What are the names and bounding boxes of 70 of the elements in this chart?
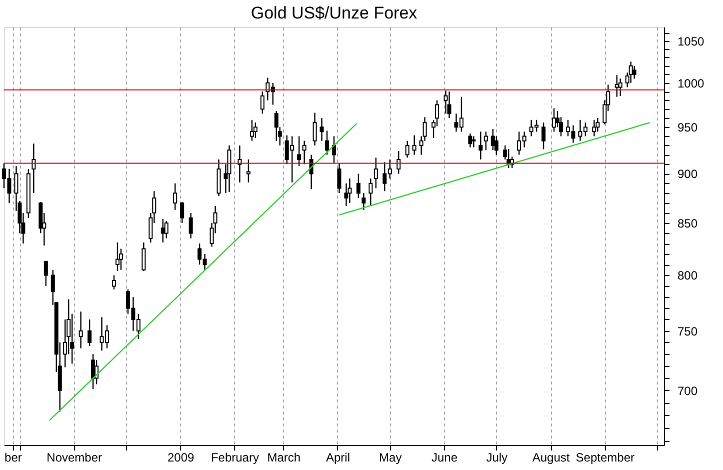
candlestick (478, 131, 483, 160)
candlestick (88, 318, 92, 347)
candlestick (435, 100, 440, 127)
candlestick (484, 131, 488, 151)
x-tick-label: March (267, 450, 301, 464)
candlestick (164, 220, 168, 239)
candlestick (32, 143, 36, 194)
candlestick (94, 360, 99, 385)
candlestick (332, 136, 336, 164)
candlestick (112, 274, 116, 290)
x-tick-label: April (326, 450, 350, 464)
y-tick-label: 750 (678, 324, 698, 338)
candlestick (260, 90, 264, 114)
candlestick (348, 178, 352, 204)
candlestick (246, 158, 250, 183)
candlestick (618, 78, 622, 97)
candlestick (396, 150, 401, 174)
candlestick (356, 173, 360, 199)
candlestick (180, 201, 184, 224)
x-tick-label: August (532, 450, 570, 464)
candlestick (374, 156, 378, 189)
candlestick (412, 134, 416, 156)
candlestick (142, 242, 146, 272)
candlestick (227, 144, 232, 193)
candlestick (444, 90, 448, 114)
x-tick-label: ber (4, 450, 22, 464)
candlestick (628, 61, 633, 84)
candlestick (592, 119, 596, 137)
x-tick-label: 2009 (168, 450, 195, 464)
candlestick (614, 74, 619, 98)
x-tick-label: May (379, 450, 402, 464)
x-tick-label: June (431, 450, 458, 464)
candlestick (596, 117, 600, 132)
y-tick-label: 950 (678, 120, 698, 135)
x-tick-label: September (576, 450, 634, 464)
candlestick (447, 90, 452, 119)
candlestick (188, 212, 193, 239)
candlestick (368, 178, 373, 207)
candlestick (115, 242, 120, 272)
y-tick-label: 850 (678, 216, 698, 230)
candlestick (632, 65, 636, 80)
candlestick (312, 112, 317, 146)
candlestick (542, 122, 546, 150)
candlestick (552, 108, 556, 132)
candlestick (44, 260, 48, 287)
x-tick-label: July (486, 450, 508, 464)
candlestick (297, 136, 302, 167)
y-tick-label: 700 (678, 384, 698, 398)
candlestick (173, 182, 178, 211)
candlestick (253, 122, 258, 139)
candlestick (472, 136, 476, 148)
x-tick-label: November (46, 450, 102, 464)
candlestick (405, 140, 410, 158)
candlestick (320, 117, 324, 142)
candlestick (302, 140, 306, 165)
candlestick (337, 162, 342, 194)
candlestick (362, 192, 366, 211)
candlestick (490, 128, 495, 151)
y-tick-label: 900 (678, 167, 698, 182)
candlestick (274, 110, 278, 142)
y-tick-label: 1050 (678, 34, 705, 48)
y-tick-label: 1000 (678, 76, 705, 90)
candlestick (344, 182, 348, 207)
x-tick-label: February (210, 450, 259, 464)
candlestick (250, 119, 254, 142)
chart-title: Gold US$/Unze Forex (250, 4, 418, 23)
candlestick (325, 130, 330, 156)
candlestick (468, 132, 472, 148)
candlestick (78, 310, 83, 349)
y-tick-label: 800 (678, 268, 698, 283)
